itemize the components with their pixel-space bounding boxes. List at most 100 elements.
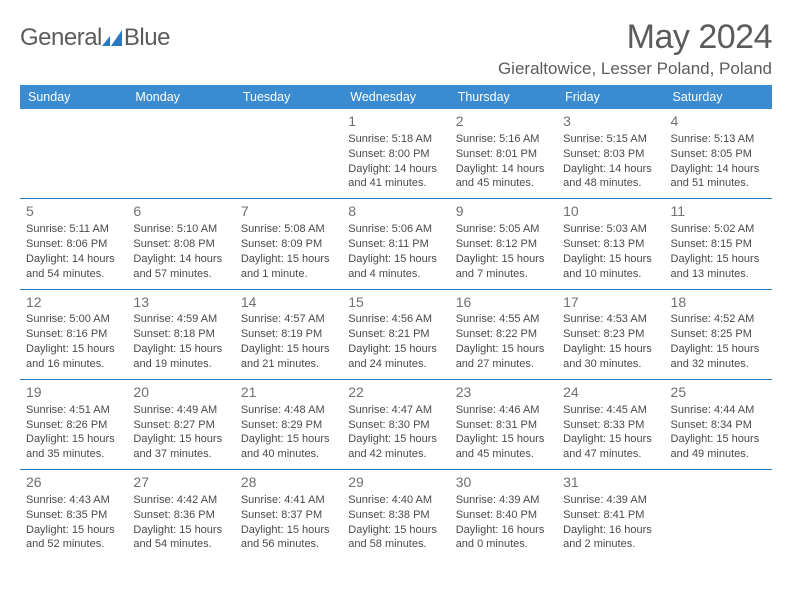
calendar-day-cell [127, 109, 234, 199]
day-number: 1 [348, 112, 443, 131]
day-info-line: Daylight: 16 hours [563, 523, 658, 538]
day-number: 5 [26, 202, 121, 221]
day-number: 21 [241, 383, 336, 402]
day-info-line: Sunrise: 4:44 AM [671, 403, 766, 418]
day-info-line: Daylight: 15 hours [133, 523, 228, 538]
day-info-line: Sunrise: 5:03 AM [563, 222, 658, 237]
day-info-line: Sunrise: 5:06 AM [348, 222, 443, 237]
weekday-header: Friday [557, 85, 664, 109]
day-info-line: and 47 minutes. [563, 447, 658, 462]
calendar-day-cell [235, 109, 342, 199]
day-info-line: Sunset: 8:08 PM [133, 237, 228, 252]
day-info-line: Sunset: 8:31 PM [456, 418, 551, 433]
day-number: 8 [348, 202, 443, 221]
day-info-line: Sunset: 8:06 PM [26, 237, 121, 252]
day-number: 29 [348, 473, 443, 492]
day-info-line: and 19 minutes. [133, 357, 228, 372]
day-number: 25 [671, 383, 766, 402]
day-info-line: Sunrise: 5:13 AM [671, 132, 766, 147]
day-info-line: Sunset: 8:12 PM [456, 237, 551, 252]
day-info-line: Sunset: 8:41 PM [563, 508, 658, 523]
day-info-line: and 27 minutes. [456, 357, 551, 372]
calendar-day-cell: 8Sunrise: 5:06 AMSunset: 8:11 PMDaylight… [342, 199, 449, 289]
day-info-line: and 37 minutes. [133, 447, 228, 462]
day-info-line: and 1 minute. [241, 267, 336, 282]
day-info-line: Sunset: 8:40 PM [456, 508, 551, 523]
weekday-header-row: SundayMondayTuesdayWednesdayThursdayFrid… [20, 85, 772, 109]
day-info-line: Daylight: 14 hours [348, 162, 443, 177]
day-info-line: Daylight: 15 hours [671, 432, 766, 447]
month-title: May 2024 [498, 18, 772, 57]
calendar-day-cell: 20Sunrise: 4:49 AMSunset: 8:27 PMDayligh… [127, 379, 234, 469]
logo-word2: Blue [124, 24, 170, 52]
day-info-line: and 41 minutes. [348, 176, 443, 191]
calendar-day-cell: 22Sunrise: 4:47 AMSunset: 8:30 PMDayligh… [342, 379, 449, 469]
calendar-week-row: 1Sunrise: 5:18 AMSunset: 8:00 PMDaylight… [20, 109, 772, 199]
day-info-line: Sunrise: 4:42 AM [133, 493, 228, 508]
day-number: 24 [563, 383, 658, 402]
calendar-page: General Blue May 2024 Gieraltowice, Less… [0, 0, 792, 569]
day-info-line: Sunset: 8:13 PM [563, 237, 658, 252]
day-number: 9 [456, 202, 551, 221]
day-number: 26 [26, 473, 121, 492]
day-info-line: Sunset: 8:36 PM [133, 508, 228, 523]
calendar-day-cell: 5Sunrise: 5:11 AMSunset: 8:06 PMDaylight… [20, 199, 127, 289]
day-info-line: Sunrise: 4:39 AM [563, 493, 658, 508]
calendar-day-cell: 10Sunrise: 5:03 AMSunset: 8:13 PMDayligh… [557, 199, 664, 289]
day-info-line: and 7 minutes. [456, 267, 551, 282]
day-info-line: Sunrise: 5:18 AM [348, 132, 443, 147]
calendar-table: SundayMondayTuesdayWednesdayThursdayFrid… [20, 85, 772, 559]
calendar-day-cell: 29Sunrise: 4:40 AMSunset: 8:38 PMDayligh… [342, 470, 449, 560]
day-number: 20 [133, 383, 228, 402]
calendar-day-cell: 7Sunrise: 5:08 AMSunset: 8:09 PMDaylight… [235, 199, 342, 289]
day-info-line: Daylight: 15 hours [563, 252, 658, 267]
day-info-line: Sunset: 8:29 PM [241, 418, 336, 433]
day-number: 15 [348, 293, 443, 312]
day-info-line: Sunset: 8:16 PM [26, 327, 121, 342]
calendar-day-cell: 26Sunrise: 4:43 AMSunset: 8:35 PMDayligh… [20, 470, 127, 560]
day-info-line: and 10 minutes. [563, 267, 658, 282]
day-number: 14 [241, 293, 336, 312]
day-info-line: Sunrise: 4:49 AM [133, 403, 228, 418]
day-info-line: Sunrise: 5:05 AM [456, 222, 551, 237]
day-info-line: and 52 minutes. [26, 537, 121, 552]
calendar-day-cell: 19Sunrise: 4:51 AMSunset: 8:26 PMDayligh… [20, 379, 127, 469]
day-info-line: Daylight: 15 hours [456, 252, 551, 267]
day-info-line: and 40 minutes. [241, 447, 336, 462]
calendar-day-cell: 31Sunrise: 4:39 AMSunset: 8:41 PMDayligh… [557, 470, 664, 560]
day-number: 19 [26, 383, 121, 402]
calendar-day-cell: 25Sunrise: 4:44 AMSunset: 8:34 PMDayligh… [665, 379, 772, 469]
day-info-line: and 35 minutes. [26, 447, 121, 462]
day-info-line: Daylight: 15 hours [671, 252, 766, 267]
day-number: 17 [563, 293, 658, 312]
logo: General Blue [20, 18, 170, 52]
day-info-line: Daylight: 15 hours [133, 342, 228, 357]
day-info-line: and 45 minutes. [456, 447, 551, 462]
day-info-line: and 13 minutes. [671, 267, 766, 282]
day-info-line: Sunrise: 4:48 AM [241, 403, 336, 418]
day-info-line: Sunrise: 5:00 AM [26, 312, 121, 327]
day-info-line: and 54 minutes. [26, 267, 121, 282]
day-info-line: Sunrise: 4:55 AM [456, 312, 551, 327]
day-info-line: Sunset: 8:05 PM [671, 147, 766, 162]
day-info-line: and 57 minutes. [133, 267, 228, 282]
day-info-line: Sunrise: 5:02 AM [671, 222, 766, 237]
day-info-line: Daylight: 15 hours [26, 342, 121, 357]
day-info-line: Sunrise: 4:59 AM [133, 312, 228, 327]
day-info-line: Sunset: 8:35 PM [26, 508, 121, 523]
day-info-line: Daylight: 15 hours [348, 342, 443, 357]
calendar-day-cell: 30Sunrise: 4:39 AMSunset: 8:40 PMDayligh… [450, 470, 557, 560]
day-info-line: Daylight: 15 hours [241, 523, 336, 538]
location-text: Gieraltowice, Lesser Poland, Poland [498, 59, 772, 79]
calendar-day-cell: 17Sunrise: 4:53 AMSunset: 8:23 PMDayligh… [557, 289, 664, 379]
day-info-line: Sunrise: 5:08 AM [241, 222, 336, 237]
day-info-line: Sunset: 8:22 PM [456, 327, 551, 342]
day-info-line: and 24 minutes. [348, 357, 443, 372]
day-info-line: Sunrise: 5:11 AM [26, 222, 121, 237]
day-info-line: Sunset: 8:26 PM [26, 418, 121, 433]
day-info-line: Sunset: 8:34 PM [671, 418, 766, 433]
day-info-line: and 32 minutes. [671, 357, 766, 372]
calendar-day-cell: 3Sunrise: 5:15 AMSunset: 8:03 PMDaylight… [557, 109, 664, 199]
day-info-line: Sunrise: 4:57 AM [241, 312, 336, 327]
day-info-line: Sunset: 8:27 PM [133, 418, 228, 433]
